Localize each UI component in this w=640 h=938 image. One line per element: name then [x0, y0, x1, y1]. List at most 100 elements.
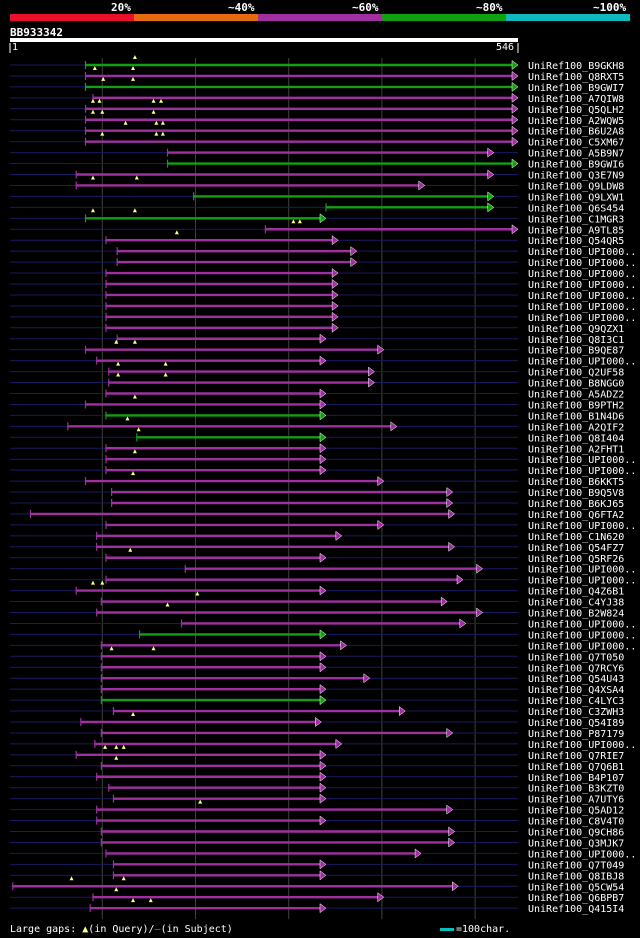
query-gap-marker: [132, 394, 137, 399]
hit-end-arrow: [319, 443, 327, 454]
hit-label: UniRef100_B9Q5V8: [528, 488, 624, 499]
hit-end-arrow: [448, 826, 456, 837]
hit-end-arrow: [319, 399, 327, 410]
query-gap-marker: [132, 208, 137, 213]
hit-label: UniRef100_UPI000..: [528, 849, 636, 860]
hit-end-arrow: [487, 202, 495, 213]
hit-label: UniRef100_Q54U43: [528, 674, 624, 685]
query-gap-marker: [114, 744, 119, 749]
query-gap-marker: [101, 76, 106, 81]
hit-label: UniRef100_P87179: [528, 729, 624, 740]
hit-label: UniRef100_B9PTH2: [528, 400, 624, 411]
query-start-label: 1: [12, 42, 19, 53]
query-gap-marker: [90, 109, 95, 114]
hit-end-arrow: [377, 476, 385, 487]
hit-end-arrow: [511, 136, 519, 147]
hit-end-arrow: [448, 508, 456, 519]
hit-end-arrow: [319, 662, 327, 673]
legend-label: ~100%: [593, 1, 627, 14]
hit-end-arrow: [452, 881, 459, 892]
hit-end-arrow: [456, 574, 464, 585]
legend-label: ~60%: [352, 1, 379, 14]
query-gap-marker: [291, 219, 296, 224]
legend-label: 20%: [111, 1, 131, 14]
hit-label: UniRef100_Q9LXW1: [528, 192, 624, 203]
query-gap-marker: [125, 416, 130, 421]
hit-end-arrow: [487, 147, 495, 158]
hit-label: UniRef100_UPI000..: [528, 291, 636, 302]
hit-label: UniRef100_Q7Q6B1: [528, 762, 624, 773]
query-gap-marker: [97, 98, 102, 103]
hit-end-arrow: [368, 366, 375, 377]
hit-label: UniRef100_Q4Z6B1: [528, 587, 624, 598]
query-gap-marker: [159, 98, 164, 103]
query-gap-marker: [90, 208, 95, 213]
hit-label: UniRef100_A2FHT1: [528, 444, 624, 455]
hit-label: UniRef100_A7QIW8: [528, 94, 624, 105]
hit-end-arrow: [440, 596, 448, 607]
hit-label: UniRef100_UPI000..: [528, 641, 636, 652]
hit-label: UniRef100_B9GWI7: [528, 83, 624, 94]
query-gap-marker: [131, 76, 136, 81]
hit-label: UniRef100_A9TL85: [528, 225, 624, 236]
query-gap-marker: [100, 580, 105, 585]
query-gap-marker: [100, 131, 105, 136]
hit-end-arrow: [377, 519, 385, 530]
hit-end-arrow: [350, 257, 358, 268]
hit-label: UniRef100_Q2UF58: [528, 368, 624, 379]
hit-end-arrow: [319, 870, 327, 881]
hit-label: UniRef100_B1N4D6: [528, 411, 624, 422]
legend-label: ~80%: [476, 1, 503, 14]
scale-key: =100char.: [440, 924, 510, 935]
hit-end-arrow: [319, 552, 327, 563]
hit-label: UniRef100_A2WQW5: [528, 116, 624, 127]
gaps-prefix: Large gaps:: [10, 924, 77, 935]
hit-end-arrow: [319, 432, 327, 443]
hit-end-arrow: [319, 333, 327, 344]
query-gap-marker: [151, 109, 156, 114]
query-gap-marker: [103, 744, 108, 749]
hit-end-arrow: [331, 322, 339, 333]
query-length-bar: [10, 38, 518, 42]
hit-label: UniRef100_Q9LDW8: [528, 181, 624, 192]
hit-label: UniRef100_C1MGR3: [528, 214, 624, 225]
hit-label: UniRef100_A5ADZ2: [528, 390, 624, 401]
hit-label: UniRef100_Q3E7N9: [528, 171, 624, 182]
hit-end-arrow: [363, 673, 371, 684]
query-gap-marker: [165, 602, 170, 607]
hit-end-arrow: [319, 410, 327, 421]
hit-label: UniRef100_Q7T050: [528, 652, 624, 663]
hit-end-arrow: [319, 454, 327, 465]
hit-end-arrow: [390, 421, 398, 432]
query-gap-marker: [195, 591, 200, 596]
query-gap-marker: [90, 98, 95, 103]
hit-end-arrow: [331, 268, 339, 279]
hit-end-arrow: [335, 738, 343, 749]
gaps-subject-text: (in Subject): [160, 924, 233, 935]
query-gap-marker: [121, 876, 126, 881]
hit-end-arrow: [319, 793, 327, 804]
hit-label: UniRef100_UPI000..: [528, 619, 636, 630]
hit-end-arrow: [331, 289, 339, 300]
hit-end-arrow: [511, 92, 519, 103]
hit-end-arrow: [319, 760, 327, 771]
hit-end-arrow: [511, 224, 519, 235]
query-gap-marker: [163, 361, 168, 366]
hit-label: UniRef100_B9GWI6: [528, 160, 624, 171]
hit-label: UniRef100_A5B9N7: [528, 149, 624, 160]
legend-segment: [258, 14, 382, 21]
query-gap-marker: [154, 120, 159, 125]
hit-end-arrow: [331, 235, 339, 246]
hit-label: UniRef100_UPI000..: [528, 466, 636, 477]
query-gap-marker: [90, 580, 95, 585]
hit-label: UniRef100_C5XM67: [528, 138, 624, 149]
hit-end-arrow: [331, 311, 339, 322]
query-gap-marker: [132, 339, 137, 344]
query-gap-marker: [160, 120, 165, 125]
hit-end-arrow: [319, 465, 327, 476]
hit-end-arrow: [319, 782, 327, 793]
hit-label: UniRef100_Q54FZ7: [528, 543, 624, 554]
query-gap-marker: [128, 547, 133, 552]
